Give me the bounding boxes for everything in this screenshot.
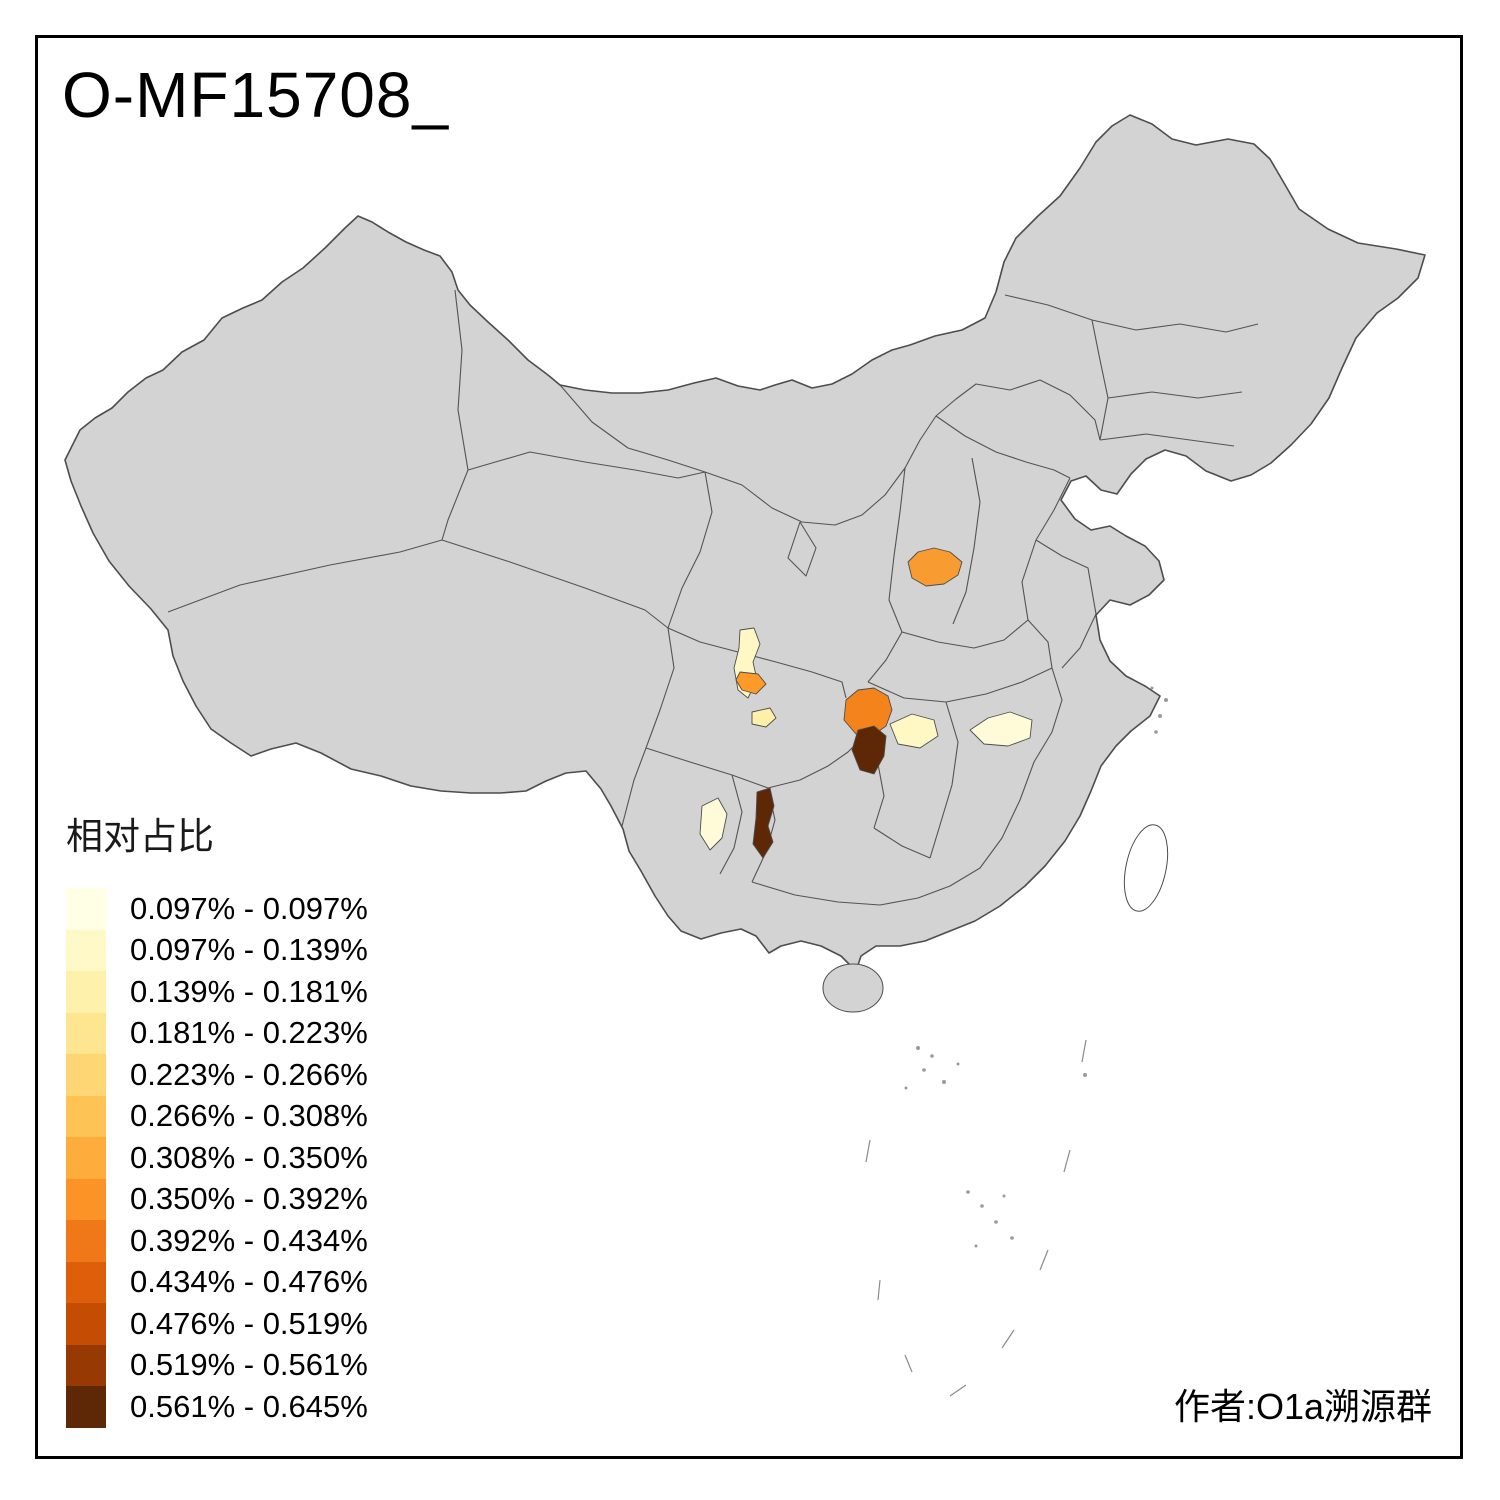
legend-label: 0.561% - 0.645% (130, 1388, 368, 1424)
legend-label: 0.350% - 0.392% (130, 1181, 368, 1217)
legend-label: 0.266% - 0.308% (130, 1098, 368, 1134)
legend-item: 0.350% - 0.392% (66, 1178, 368, 1220)
legend-item: 0.476% - 0.519% (66, 1303, 368, 1345)
page-title: O-MF15708_ (62, 59, 450, 131)
legend-swatch (66, 1386, 106, 1428)
taiwan-island (1123, 824, 1169, 912)
legend-swatch (66, 1261, 106, 1303)
legend-label: 0.434% - 0.476% (130, 1264, 368, 1300)
legend-item: 0.392% - 0.434% (66, 1220, 368, 1262)
legend-label: 0.097% - 0.097% (130, 890, 368, 926)
legend-item: 0.097% - 0.139% (66, 929, 368, 971)
legend-label: 0.519% - 0.561% (130, 1347, 368, 1383)
highlighted-region (851, 725, 887, 775)
province-borders (167, 289, 1259, 906)
highlighted-region (843, 687, 893, 737)
legend-swatch (66, 929, 106, 971)
highlighted-region (752, 787, 775, 859)
highlighted-region (699, 797, 728, 851)
legend-swatch (66, 1137, 106, 1179)
legend-item: 0.097% - 0.097% (66, 888, 368, 930)
highlighted-region (735, 671, 767, 695)
legend-label: 0.181% - 0.223% (130, 1015, 368, 1051)
legend-item: 0.139% - 0.181% (66, 971, 368, 1013)
legend-item: 0.223% - 0.266% (66, 1054, 368, 1096)
legend-swatch (66, 1012, 106, 1054)
legend-label: 0.097% - 0.139% (130, 932, 368, 968)
legend-item: 0.266% - 0.308% (66, 1095, 368, 1137)
legend-swatch (66, 1178, 106, 1220)
hainan-island (822, 963, 884, 1013)
legend-swatch (66, 1344, 106, 1386)
legend-label: 0.139% - 0.181% (130, 973, 368, 1009)
legend-label: 0.392% - 0.434% (130, 1222, 368, 1258)
legend-item: 0.561% - 0.645% (66, 1386, 368, 1428)
legend-label: 0.223% - 0.266% (130, 1056, 368, 1092)
legend-swatch (66, 1303, 106, 1345)
highlighted-region (751, 707, 777, 728)
legend-swatch (66, 971, 106, 1013)
legend-label: 0.476% - 0.519% (130, 1305, 368, 1341)
legend-label: 0.308% - 0.350% (130, 1139, 368, 1175)
legend-swatch (66, 1054, 106, 1096)
highlighted-region (969, 711, 1033, 747)
legend-item: 0.434% - 0.476% (66, 1261, 368, 1303)
legend-swatch (66, 1220, 106, 1262)
south-china-sea-islands (865, 686, 1168, 1397)
highlighted-region (889, 713, 939, 749)
legend-item: 0.308% - 0.350% (66, 1137, 368, 1179)
china-mainland-shape (64, 114, 1426, 972)
legend-item: 0.519% - 0.561% (66, 1344, 368, 1386)
legend: 相对占比 0.097% - 0.097% 0.097% - 0.139% 0.1… (66, 806, 368, 1428)
legend-swatch (66, 888, 106, 930)
legend-swatch (66, 1095, 106, 1137)
legend-title: 相对占比 (66, 816, 214, 857)
attribution: 作者:O1a溯源群 (1173, 1386, 1432, 1427)
highlighted-region (907, 547, 963, 587)
legend-item: 0.181% - 0.223% (66, 1012, 368, 1054)
